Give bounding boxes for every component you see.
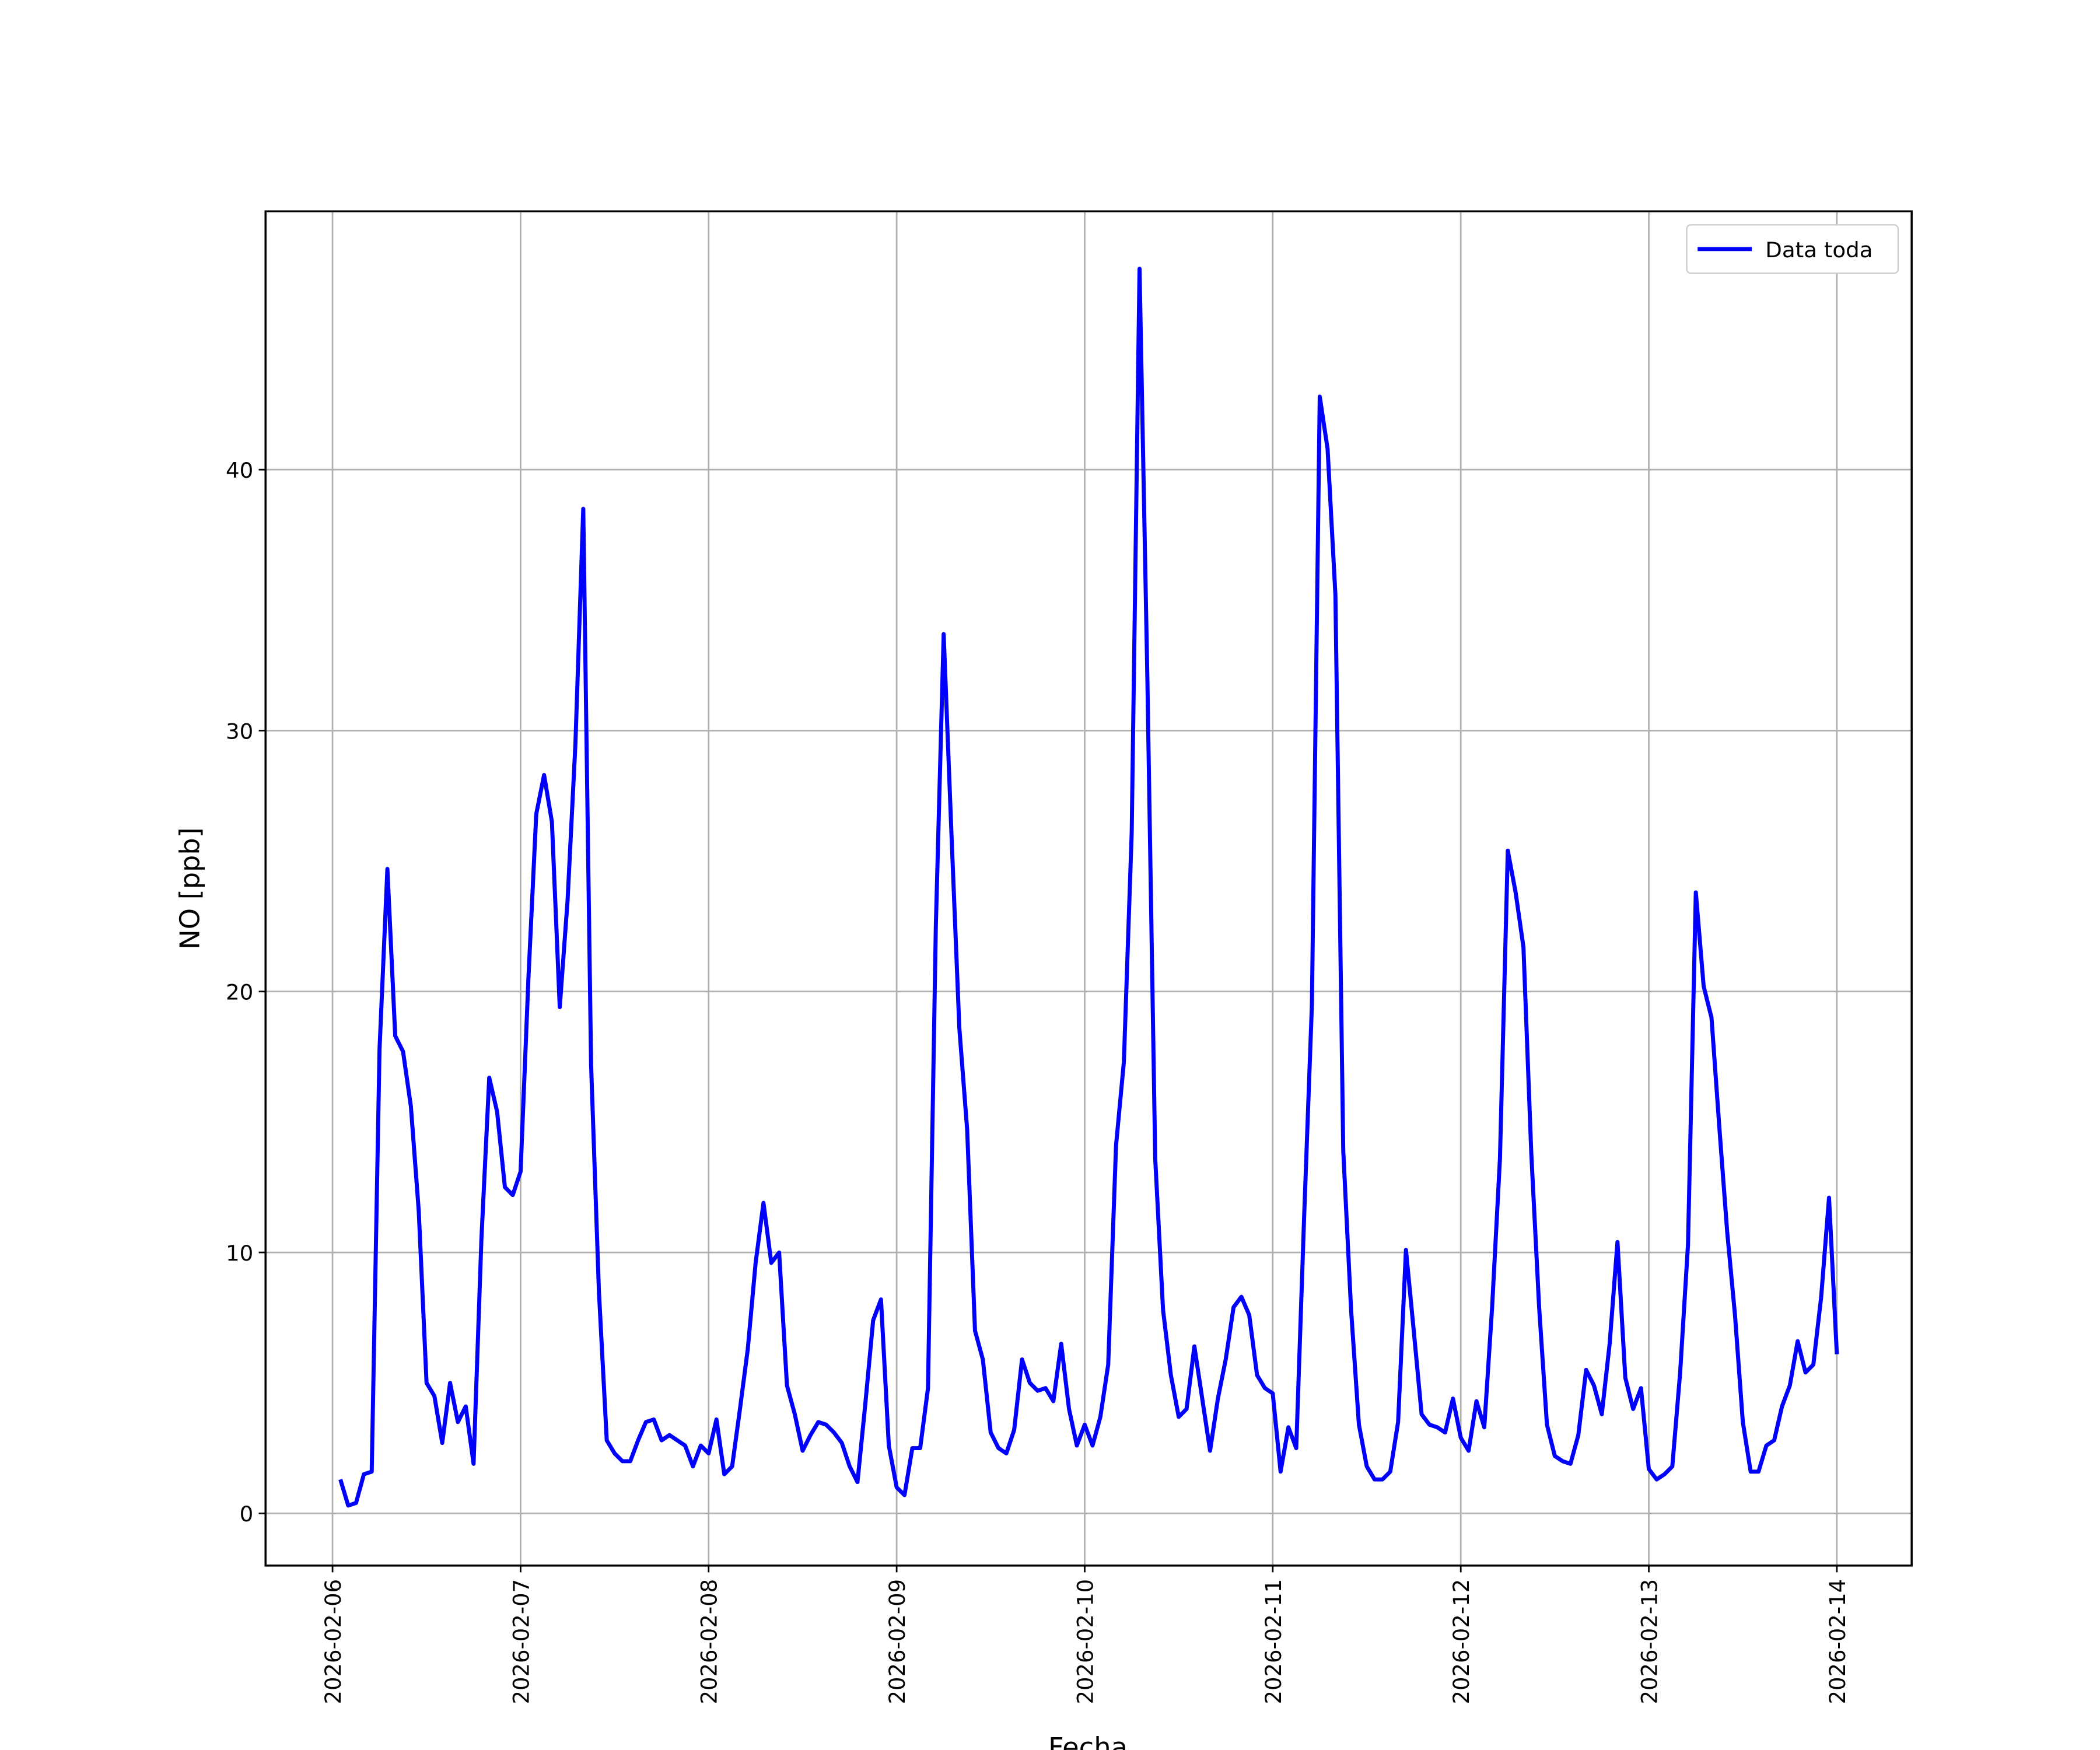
y-axis-label: NO [ppb] bbox=[174, 827, 205, 949]
legend-box bbox=[1686, 224, 1899, 274]
x-tick-label: 2026-02-10 bbox=[1073, 1579, 1098, 1704]
x-tick-label: 2026-02-12 bbox=[1449, 1579, 1474, 1704]
plot-frame bbox=[264, 210, 1913, 1567]
x-tick-label: 2026-02-08 bbox=[697, 1579, 722, 1704]
x-tick-label: 2026-02-14 bbox=[1825, 1579, 1850, 1704]
y-tick-label: 10 bbox=[226, 1241, 253, 1266]
x-tick-label: 2026-02-11 bbox=[1261, 1579, 1286, 1704]
y-tick-label: 40 bbox=[226, 458, 253, 483]
y-tick-label: 20 bbox=[226, 980, 253, 1005]
x-tick-label: 2026-02-09 bbox=[885, 1579, 910, 1704]
x-tick-label: 2026-02-06 bbox=[321, 1579, 346, 1704]
data-line bbox=[338, 267, 1839, 1508]
x-axis-label: Fecha bbox=[1048, 1732, 1128, 1750]
x-tick-label: 2026-02-13 bbox=[1637, 1579, 1662, 1704]
y-tick-label: 0 bbox=[240, 1502, 254, 1527]
y-tick-label: 30 bbox=[226, 719, 253, 744]
legend-label: Data toda bbox=[1765, 237, 1873, 262]
x-tick-label: 2026-02-07 bbox=[509, 1579, 534, 1704]
